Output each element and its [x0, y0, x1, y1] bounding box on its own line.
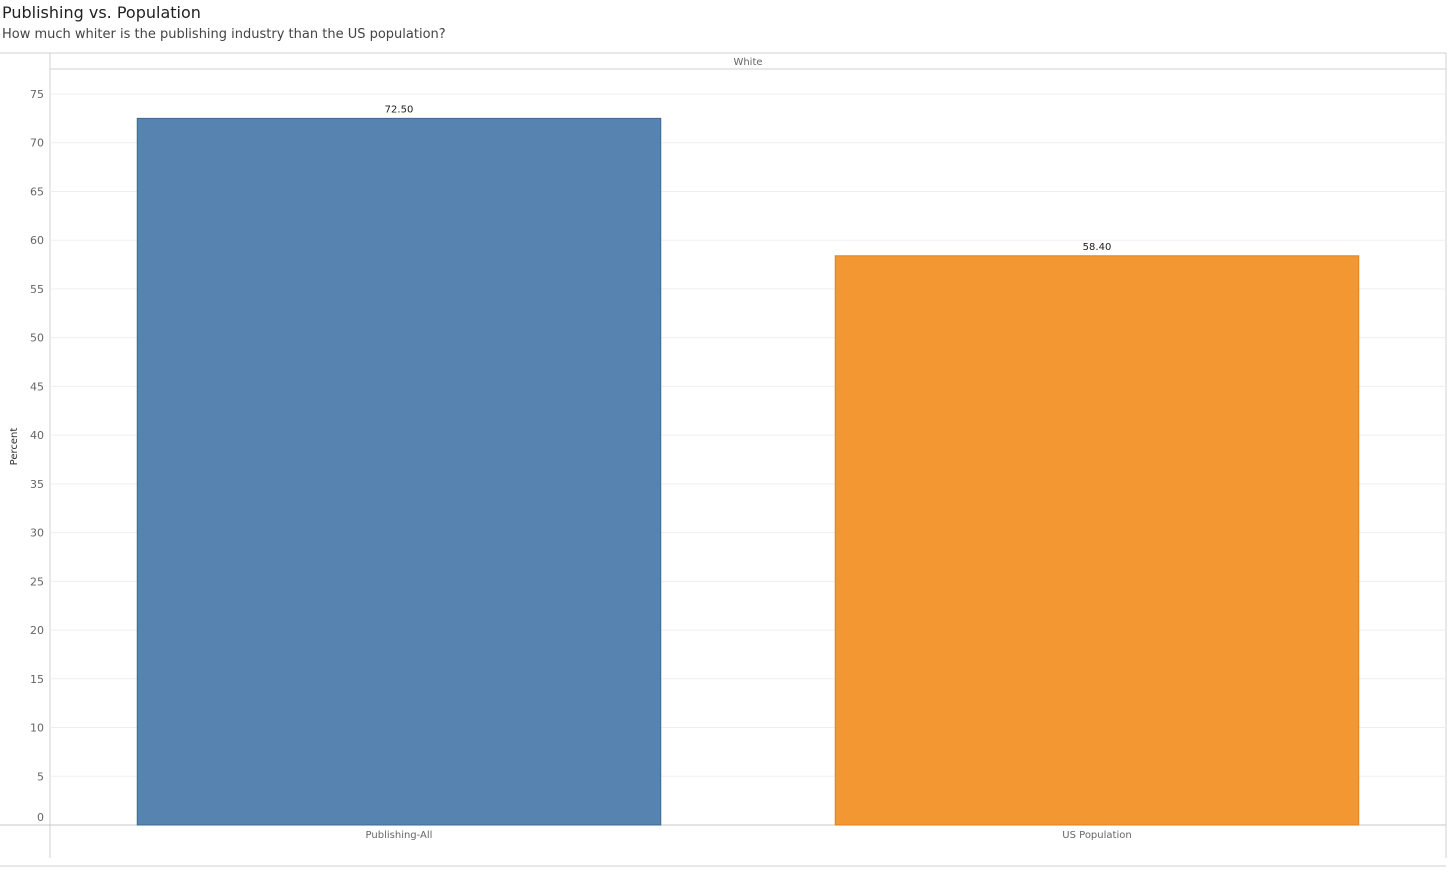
- y-tick-label: 25: [30, 575, 44, 588]
- y-axis-label: Percent: [9, 428, 20, 466]
- column-header: White: [733, 57, 762, 68]
- y-tick-label: 15: [30, 673, 44, 686]
- y-tick-label: 0: [37, 811, 44, 824]
- y-tick-label: 40: [30, 429, 44, 442]
- bar-us-population: [834, 255, 1360, 826]
- y-tick-label: 60: [30, 234, 44, 247]
- data-label: 72.50: [385, 104, 414, 115]
- x-tick-label: Publishing-All: [366, 830, 433, 841]
- chart-subtitle: How much whiter is the publishing indust…: [2, 27, 446, 42]
- chart-title: Publishing vs. Population: [2, 3, 201, 22]
- x-tick-label: US Population: [1062, 830, 1131, 841]
- y-tick-label: 30: [30, 527, 44, 540]
- y-tick-label: 45: [30, 380, 44, 393]
- y-tick-label: 35: [30, 478, 44, 491]
- y-tick-label: 10: [30, 722, 44, 735]
- data-label: 58.40: [1083, 242, 1112, 253]
- y-tick-label: 65: [30, 185, 44, 198]
- y-tick-label: 70: [30, 137, 44, 150]
- y-tick-label: 50: [30, 332, 44, 345]
- y-tick-label: 75: [30, 88, 44, 101]
- y-tick-label: 55: [30, 283, 44, 296]
- y-tick-label: 5: [37, 770, 44, 783]
- y-tick-label: 20: [30, 624, 44, 637]
- bar-publishing-all: [136, 117, 662, 826]
